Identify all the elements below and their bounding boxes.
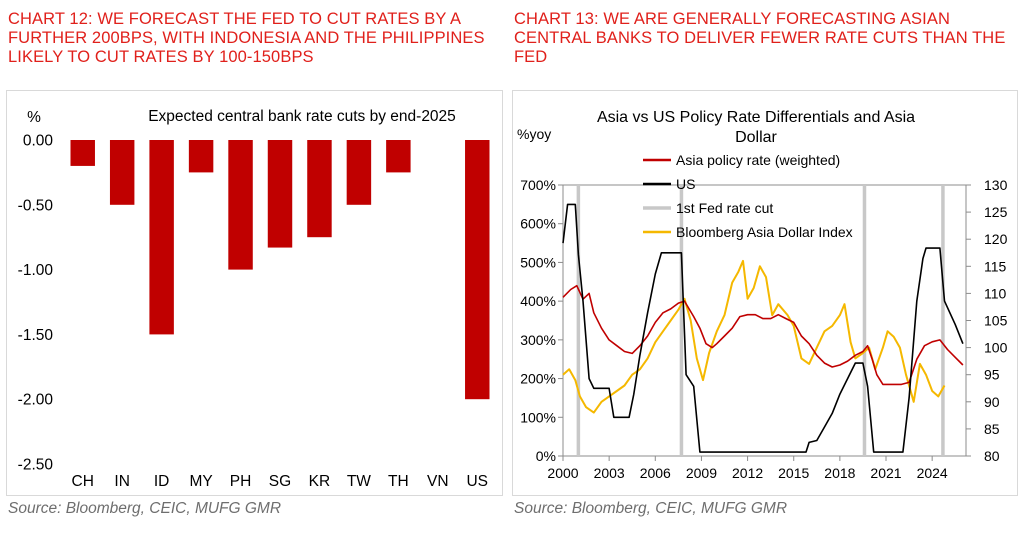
- chart-13-heading: CHART 13: WE ARE GENERALLY FORECASTING A…: [514, 10, 1006, 66]
- chart-12-y-tick-label: -1.00: [18, 262, 54, 279]
- chart-13-x-tick-label: 2006: [640, 465, 671, 481]
- chart-13-x-tick-label: 2015: [778, 465, 809, 481]
- chart-12-x-tick-label: TH: [388, 473, 409, 490]
- chart-13-x-tick-label: 2012: [732, 465, 763, 481]
- chart-13-y2-tick-label: 80: [984, 448, 1000, 464]
- chart-13-y2-tick-label: 125: [984, 204, 1008, 220]
- chart-12-bar-th: [386, 140, 411, 173]
- chart-12-title: Expected central bank rate cuts by end-2…: [148, 108, 456, 125]
- chart-12-x-tick-label: TW: [347, 473, 371, 490]
- chart-13-x-tick-label: 2021: [870, 465, 901, 481]
- chart-13-y-tick-label: 500%: [520, 254, 556, 270]
- chart-13-svg: Asia vs US Policy Rate Differentials and…: [517, 109, 1008, 481]
- chart-13-x-tick-label: 2024: [917, 465, 948, 481]
- chart-13-x-tick-label: 2003: [594, 465, 625, 481]
- chart-12-x-tick-label: SG: [269, 473, 291, 490]
- chart-12-panel: Expected central bank rate cuts by end-2…: [6, 90, 503, 496]
- chart-12-bar-us: [465, 140, 490, 400]
- chart-13-y2-tick-label: 130: [984, 177, 1008, 193]
- chart-13-title-line-1: Asia vs US Policy Rate Differentials and…: [597, 109, 915, 126]
- chart-13-legend-label: Asia policy rate (weighted): [676, 152, 840, 168]
- chart-12-bar-ch: [70, 140, 95, 166]
- chart-13-x-tick-label: 2009: [686, 465, 717, 481]
- chart-13-y-tick-label: 700%: [520, 177, 556, 193]
- chart-12-bar-in: [109, 140, 135, 205]
- chart-13-line-us: [562, 203, 964, 453]
- chart-13-y2-tick-label: 110: [984, 285, 1007, 301]
- chart-13-y-axis-label: %yoy: [517, 126, 551, 142]
- chart-13-y2-tick-label: 100: [984, 340, 1008, 356]
- chart-13-x-tick-label: 2000: [547, 465, 578, 481]
- chart-12-heading: CHART 12: WE FORECAST THE FED TO CUT RAT…: [8, 10, 485, 66]
- chart-13-x-tick-label: 2018: [824, 465, 855, 481]
- chart-12-x-tick-label: MY: [189, 473, 212, 490]
- chart-13-y2-tick-label: 105: [984, 313, 1008, 329]
- chart-13-y-tick-label: 0%: [536, 448, 556, 464]
- chart-12-x-tick-label: CH: [72, 473, 94, 490]
- chart-12-y-tick-label: -0.50: [18, 197, 54, 214]
- chart-13-y-tick-label: 100%: [520, 409, 556, 425]
- chart-13-source: Source: Bloomberg, CEIC, MUFG GMR: [514, 500, 788, 517]
- chart-13-legend-label: Bloomberg Asia Dollar Index: [676, 224, 853, 240]
- chart-13-y2-tick-label: 120: [984, 231, 1008, 247]
- chart-13-y-tick-label: 200%: [520, 371, 556, 387]
- chart-12-x-tick-label: KR: [309, 473, 331, 490]
- chart-12-bar-tw: [346, 140, 372, 205]
- chart-13-y-tick-label: 400%: [520, 293, 556, 309]
- chart-12-bar-sg: [267, 140, 293, 248]
- chart-12-x-tick-label: ID: [154, 473, 170, 490]
- chart-13-legend-label: US: [676, 176, 695, 192]
- chart-12-x-tick-label: VN: [427, 473, 449, 490]
- chart-12-y-tick-label: -1.50: [18, 327, 54, 344]
- chart-12-y-axis-label: %: [27, 109, 41, 126]
- chart-12-x-tick-label: US: [466, 473, 488, 490]
- chart-12-bar-kr: [307, 140, 332, 238]
- chart-12-x-tick-label: IN: [114, 473, 130, 490]
- chart-12-svg: Expected central bank rate cuts by end-2…: [18, 108, 490, 490]
- chart-13-line-asia-policy-rate-weighted: [562, 284, 964, 386]
- chart-13-panel: Asia vs US Policy Rate Differentials and…: [512, 90, 1018, 496]
- chart-13-y2-tick-label: 95: [984, 367, 1000, 383]
- chart-12-y-tick-label: 0.00: [23, 133, 54, 150]
- chart-13-y-tick-label: 300%: [520, 332, 556, 348]
- chart-13-title-line-2: Dollar: [735, 129, 777, 146]
- chart-12-bar-my: [188, 140, 214, 173]
- chart-13-y2-tick-label: 85: [984, 421, 1000, 437]
- chart-13-legend-label: 1st Fed rate cut: [676, 200, 773, 216]
- chart-12-y-tick-label: -2.00: [18, 392, 54, 409]
- chart-13-y2-tick-label: 115: [984, 258, 1007, 274]
- chart-12-x-tick-label: PH: [230, 473, 252, 490]
- chart-12-source: Source: Bloomberg, CEIC, MUFG GMR: [8, 500, 282, 517]
- chart-12-y-tick-label: -2.50: [18, 457, 54, 474]
- chart-12-bar-id: [149, 140, 174, 335]
- chart-13-line-bloomberg-asia-dollar-index: [562, 259, 946, 414]
- chart-12-bar-ph: [228, 140, 253, 270]
- chart-13-y-tick-label: 600%: [520, 216, 556, 232]
- chart-13-y2-tick-label: 90: [984, 394, 1000, 410]
